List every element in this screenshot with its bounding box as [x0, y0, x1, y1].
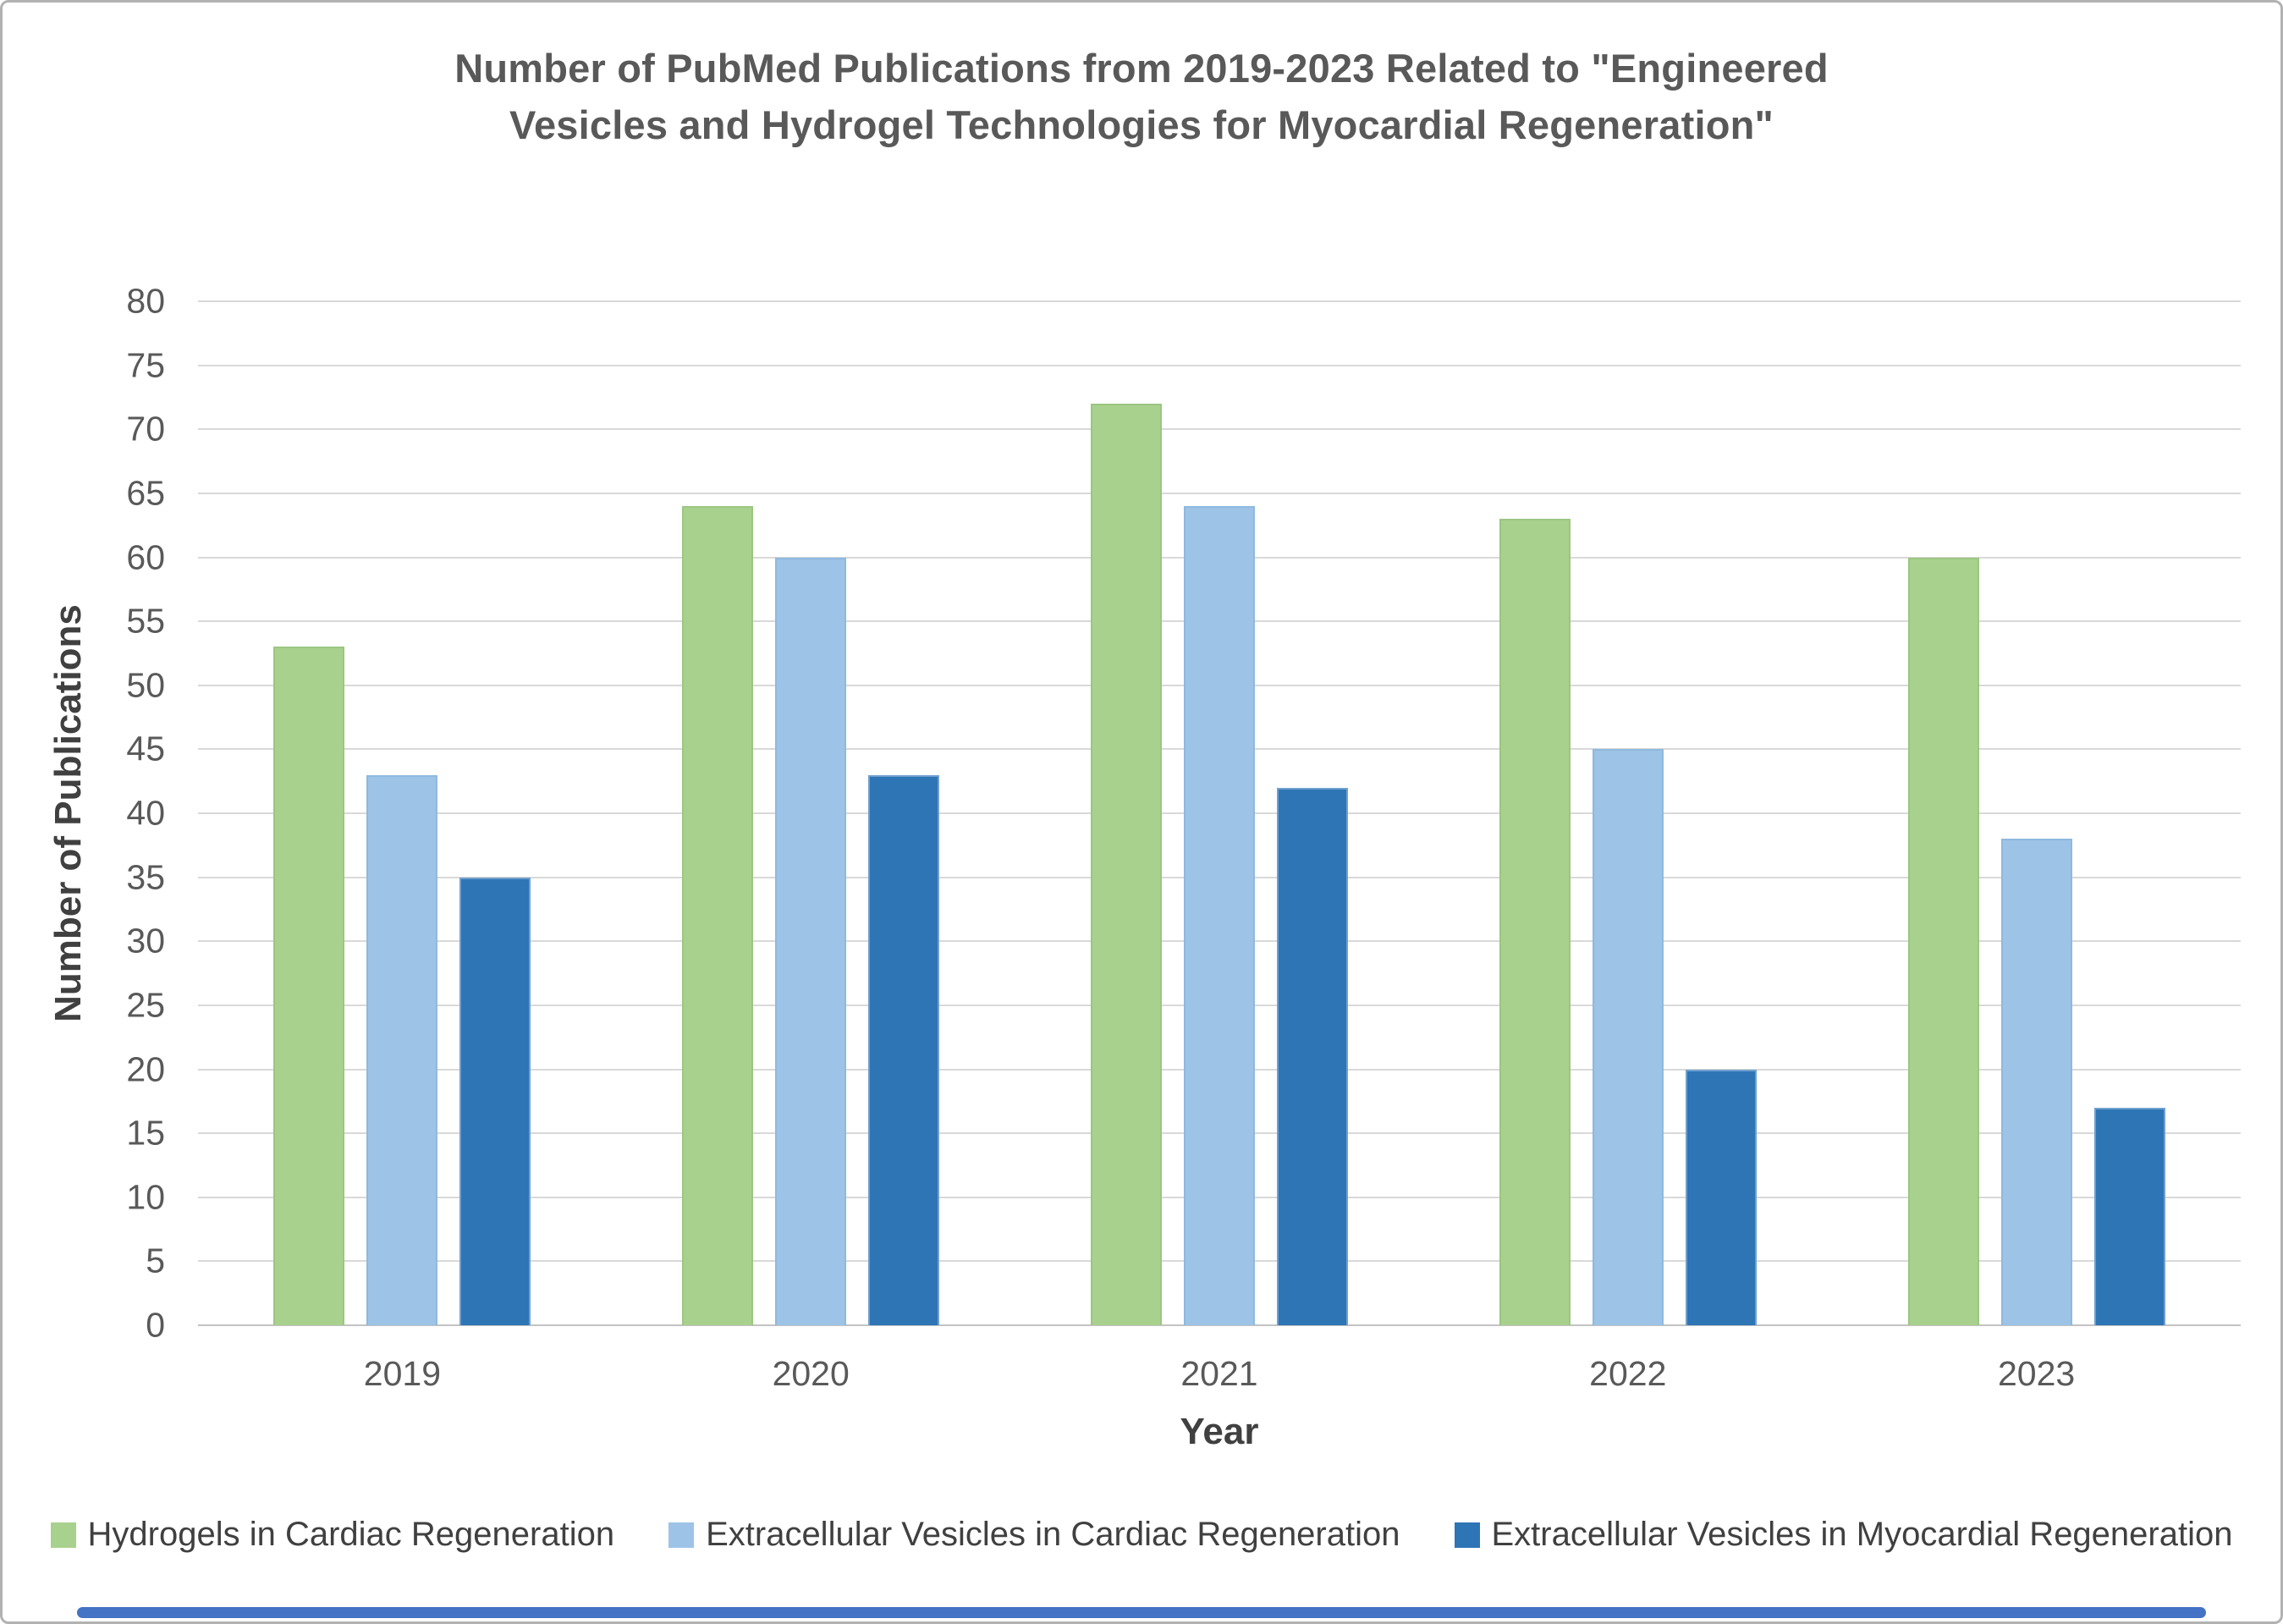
- bar-group-2023: [1832, 301, 2241, 1325]
- y-tick-label-50: 50: [126, 665, 165, 705]
- gridline-65: [198, 492, 2241, 494]
- legend-item-3: Extracellular Vesicles in Myocardial Reg…: [1454, 1516, 2233, 1554]
- x-axis-title: Year: [1180, 1411, 1259, 1452]
- legend-label-2: Extracellular Vesicles in Cardiac Regene…: [706, 1516, 1400, 1553]
- y-tick-label-75: 75: [126, 345, 165, 385]
- bar-groups: [198, 301, 2241, 1325]
- x-tick-label-2020: 2020: [772, 1354, 850, 1393]
- x-axis-line: [198, 1324, 2241, 1326]
- legend-swatch-icon: [1454, 1522, 1480, 1548]
- legend-label-3: Extracellular Vesicles in Myocardial Reg…: [1491, 1516, 2233, 1553]
- bar-series-2-2023: [2000, 839, 2072, 1325]
- legend-label-1: Hydrogels in Cardiac Regeneration: [87, 1516, 615, 1553]
- chart-title-line-2: Vesicles and Hydrogel Technologies for M…: [509, 102, 1774, 147]
- chart-title: Number of PubMed Publications from 2019-…: [190, 41, 2093, 153]
- legend: Hydrogels in Cardiac Regeneration Extrace…: [3, 1516, 2280, 1554]
- legend-swatch-icon: [50, 1522, 76, 1548]
- bar-series-3-2021: [1276, 787, 1348, 1325]
- bar-series-1-2021: [1090, 404, 1162, 1325]
- bar-series-2-2019: [366, 774, 438, 1325]
- x-tick-label-2023: 2023: [1997, 1354, 2076, 1393]
- gridline-70: [198, 428, 2241, 431]
- bar-group-2019: [198, 301, 607, 1325]
- bar-series-3-2019: [459, 877, 531, 1325]
- y-tick-label-45: 45: [126, 729, 165, 768]
- y-tick-label-20: 20: [126, 1049, 165, 1088]
- legend-item-2: Extracellular Vesicles in Cardiac Regene…: [668, 1516, 1400, 1554]
- y-tick-label-40: 40: [126, 793, 165, 833]
- y-tick-label-65: 65: [126, 473, 165, 513]
- legend-item-1: Hydrogels in Cardiac Regeneration: [50, 1516, 615, 1554]
- bar-series-1-2020: [682, 506, 754, 1325]
- bottom-accent-bar: [77, 1607, 2206, 1618]
- bar-series-1-2023: [1907, 557, 1979, 1325]
- y-tick-label-10: 10: [126, 1177, 165, 1217]
- y-tick-label-0: 0: [146, 1305, 165, 1345]
- x-axis-labels: 2019 2020 2021 2022 2023: [198, 1354, 2241, 1394]
- x-tick-label-2019: 2019: [363, 1354, 441, 1393]
- gridline-75: [198, 364, 2241, 366]
- chart-title-line-1: Number of PubMed Publications from 2019-…: [454, 46, 1829, 91]
- bar-group-2022: [1423, 301, 1832, 1325]
- bar-series-2-2020: [775, 557, 847, 1325]
- bar-series-2-2021: [1183, 506, 1255, 1325]
- y-tick-label-15: 15: [126, 1113, 165, 1153]
- bar-series-1-2019: [273, 647, 345, 1325]
- x-tick-label-2022: 2022: [1589, 1354, 1667, 1393]
- legend-swatch-icon: [668, 1522, 695, 1548]
- bar-group-2020: [607, 301, 1015, 1325]
- bar-series-3-2022: [1685, 1069, 1757, 1325]
- bar-series-3-2020: [868, 774, 940, 1325]
- x-tick-label-2021: 2021: [1180, 1354, 1258, 1393]
- y-tick-label-30: 30: [126, 921, 165, 961]
- y-tick-label-25: 25: [126, 985, 165, 1025]
- gridline-80: [198, 300, 2241, 302]
- y-tick-label-80: 80: [126, 281, 165, 321]
- bar-series-2-2022: [1592, 749, 1664, 1325]
- bar-group-2021: [1015, 301, 1424, 1325]
- plot-area: [198, 300, 2241, 1326]
- y-tick-label-35: 35: [126, 857, 165, 897]
- y-tick-label-5: 5: [146, 1241, 165, 1280]
- y-tick-label-70: 70: [126, 409, 165, 449]
- bar-series-1-2022: [1499, 519, 1571, 1325]
- y-tick-label-55: 55: [126, 601, 165, 641]
- y-tick-label-60: 60: [126, 537, 165, 576]
- y-axis-ticks: 0 5 10 15 20 25 30 35 40 45 50 55 60 65 70 75 80: [3, 284, 172, 1342]
- bar-series-3-2023: [2093, 1107, 2165, 1325]
